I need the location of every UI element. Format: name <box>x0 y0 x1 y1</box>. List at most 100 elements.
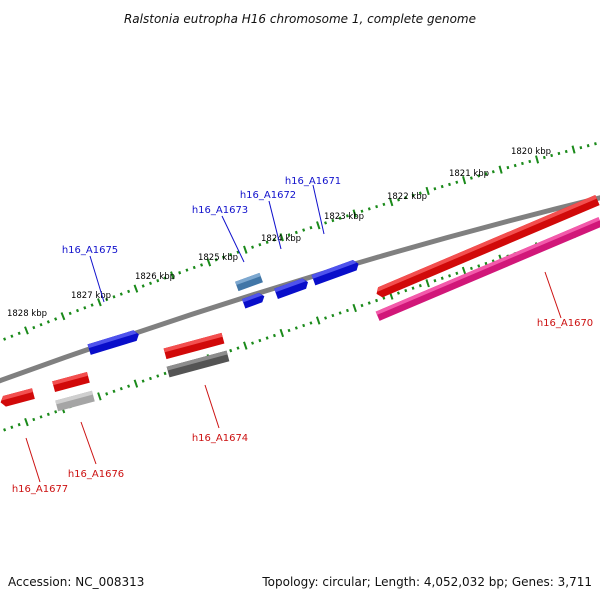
outer-tick <box>258 243 262 247</box>
inner-tick <box>484 261 488 266</box>
inner-tick <box>418 283 422 288</box>
outer-tick <box>302 228 306 232</box>
inner-tick <box>251 341 255 345</box>
outer-tick <box>367 207 371 211</box>
gene-label-h16-a1675: h16_A1675 <box>62 245 118 256</box>
inner-tick <box>97 392 102 401</box>
outer-tick <box>411 193 415 198</box>
gene-label-h16-a1676: h16_A1676 <box>68 469 124 480</box>
outer-tick <box>68 311 72 316</box>
outer-tick <box>382 202 386 207</box>
gene-label-h16-a1673: h16_A1673 <box>192 205 248 216</box>
outer-tick <box>156 278 160 283</box>
outer-tick <box>331 218 335 223</box>
leader-line <box>25 437 41 483</box>
inner-tick <box>331 313 335 318</box>
gene-label-h16-a1672: h16_A1672 <box>240 190 296 201</box>
outer-tick <box>265 240 269 244</box>
kbp-label: 1825 kbp <box>198 253 238 263</box>
gene-h16-A1676-b <box>55 390 95 412</box>
inner-tick <box>54 410 58 414</box>
gene-h16-A1670-a <box>376 195 600 298</box>
inner-tick <box>425 279 430 288</box>
outer-tick <box>192 265 196 270</box>
outer-tick <box>418 191 422 195</box>
inner-tick <box>352 303 357 313</box>
inner-tick <box>272 333 276 338</box>
outer-tick <box>498 165 503 174</box>
inner-tick <box>127 384 131 388</box>
inner-tick <box>324 316 328 320</box>
outer-tick <box>309 225 313 230</box>
inner-tick <box>133 379 139 388</box>
inner-tick <box>287 328 291 333</box>
outer-tick <box>294 230 298 235</box>
gene-h16-A1673-b <box>241 292 265 309</box>
outer-tick <box>375 204 379 209</box>
accession-text: Accession: NC_008313 <box>8 575 144 589</box>
outer-tick <box>105 297 109 302</box>
inner-tick <box>302 323 306 328</box>
gene-labels: h16_A1671 h16_A1672 h16_A1673 h16_A1675 h16_… <box>12 176 593 495</box>
outer-tick <box>316 221 321 230</box>
outer-tick <box>32 325 36 330</box>
inner-tick <box>279 328 285 338</box>
outer-tick <box>17 331 21 335</box>
outer-tick <box>148 281 153 285</box>
inner-tick <box>411 286 415 290</box>
outer-tick <box>521 161 524 166</box>
outer-tick <box>360 209 364 213</box>
inner-tick <box>39 415 43 419</box>
gene-h16-A1674-b <box>166 350 230 378</box>
inner-tick <box>404 288 408 293</box>
inner-tick <box>375 298 379 303</box>
leader-line <box>221 215 245 263</box>
leader-line <box>80 421 97 465</box>
gene-h16-A1674-a <box>163 332 225 360</box>
outer-tick <box>440 184 444 189</box>
leader-line <box>89 255 105 303</box>
inner-tick <box>396 291 400 295</box>
gene-h16-A1675 <box>87 330 139 355</box>
gene-features <box>0 195 600 412</box>
inner-tick <box>24 417 29 427</box>
inner-tick <box>338 311 342 315</box>
outer-tick <box>236 250 240 254</box>
leader-line <box>268 200 282 250</box>
inner-tick <box>448 274 452 278</box>
outer-tick <box>83 306 87 310</box>
inner-tick <box>3 428 7 432</box>
outer-tick <box>133 284 139 293</box>
inner-tick <box>32 417 36 422</box>
inner-tick <box>141 379 145 383</box>
outer-tick <box>251 245 255 249</box>
inner-tick <box>477 264 481 268</box>
inner-tick <box>119 387 123 391</box>
outer-tick <box>469 176 473 180</box>
outer-scale-ticks <box>3 142 597 341</box>
kbp-label: 1824 kbp <box>261 234 301 244</box>
outer-tick <box>39 322 43 327</box>
kbp-label: 1823 kbp <box>324 212 364 222</box>
outer-tick <box>24 326 29 335</box>
kbp-label: 1822 kbp <box>387 192 427 202</box>
map-title: Ralstonia eutropha H16 chromosome 1, com… <box>124 12 476 26</box>
label-leader-lines <box>25 184 562 483</box>
outer-tick <box>60 312 66 321</box>
inner-tick <box>469 266 473 271</box>
outer-tick <box>564 149 568 154</box>
outer-tick <box>506 165 510 170</box>
gene-label-h16-a1671: h16_A1671 <box>285 176 341 187</box>
inner-tick <box>112 389 116 393</box>
kbp-label: 1828 kbp <box>7 309 47 319</box>
outer-tick <box>46 320 50 324</box>
outer-tick <box>484 172 488 176</box>
kbp-label: 1821 kbp <box>449 169 489 179</box>
outer-tick <box>54 317 58 321</box>
inner-tick <box>105 392 109 396</box>
leader-line <box>544 271 562 319</box>
outer-tick <box>221 255 225 259</box>
outer-tick <box>97 298 102 307</box>
kbp-scale-labels: 1820 kbp 1821 kbp 1822 kbp 1823 kbp 1824 kbp… <box>7 147 551 319</box>
